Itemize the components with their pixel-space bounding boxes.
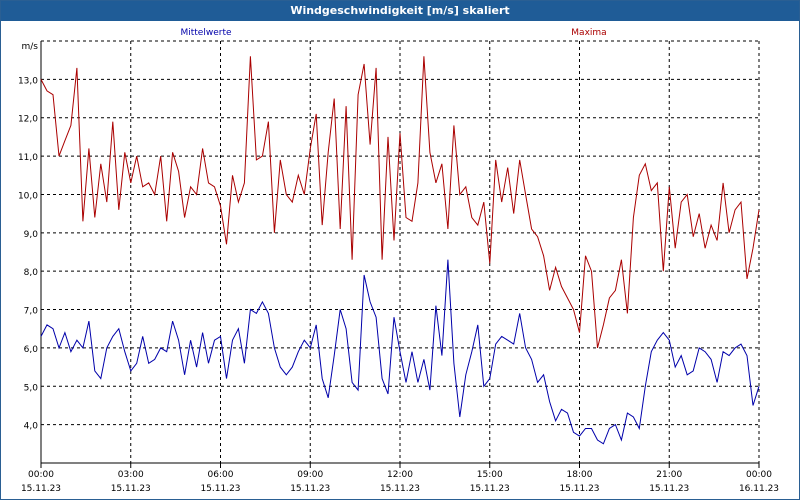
series-line-mittelwerte: [40, 259, 760, 445]
axis-layer: 4,0 5,0 6,0 7,0 8,0 9,0 10,0 11,0 12,0 13,0 00:00 1…: [18, 41, 779, 494]
x-tick-time: 00:00: [746, 470, 772, 480]
x-tick-time: 15:00: [477, 470, 503, 480]
series-line-maxima: [40, 56, 760, 349]
legend-layer: Mittelwerte Maxima: [180, 28, 606, 38]
y-tick-label: 11,0: [18, 153, 38, 163]
y-tick-label: 4,0: [24, 422, 39, 432]
y-tick-label: 7,0: [24, 307, 39, 317]
y-tick-label: 6,0: [24, 345, 39, 355]
y-tick-label: 8,0: [24, 268, 39, 278]
x-tick-time: 09:00: [297, 470, 323, 480]
legend-entry-maxima: Maxima: [571, 28, 606, 38]
x-tick-date: 15.11.23: [200, 484, 240, 494]
y-tick-label: 10,0: [18, 191, 38, 201]
grid-layer: [40, 40, 760, 463]
x-tick-date: 15.11.23: [111, 484, 151, 494]
x-tick-time: 03:00: [118, 470, 144, 480]
x-tick-date: 15.11.23: [649, 484, 689, 494]
x-tick-time: 18:00: [567, 470, 593, 480]
x-tick-date: 15.11.23: [470, 484, 510, 494]
x-tick-date: 15.11.23: [380, 484, 420, 494]
x-tick-time: 12:00: [387, 470, 413, 480]
x-tick-date: 16.11.23: [739, 484, 779, 494]
y-tick-label: 9,0: [24, 230, 39, 240]
window-title: Windgeschwindigkeit [m/s] skaliert: [1, 1, 799, 21]
wind-speed-chart: 4,0 5,0 6,0 7,0 8,0 9,0 10,0 11,0 12,0 13,0 00:00 1…: [18, 28, 779, 494]
x-tick-date: 15.11.23: [21, 484, 61, 494]
y-tick-label: 13,0: [18, 76, 38, 86]
series-layer: [40, 56, 760, 445]
x-tick-time: 00:00: [28, 470, 54, 480]
x-tick-time: 06:00: [208, 470, 234, 480]
y-tick-label: 12,0: [18, 115, 38, 125]
x-tick-date: 15.11.23: [559, 484, 599, 494]
x-tick-time: 21:00: [656, 470, 682, 480]
y-axis-unit-label: m/s: [22, 42, 39, 52]
legend-entry-mittelwerte: Mittelwerte: [180, 28, 231, 38]
x-tick-date: 15.11.23: [290, 484, 330, 494]
y-tick-label: 5,0: [24, 383, 39, 393]
